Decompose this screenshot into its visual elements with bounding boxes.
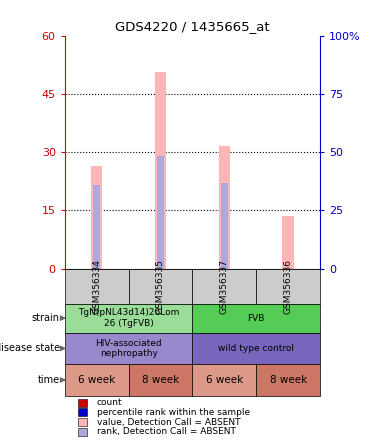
Bar xyxy=(78,428,87,436)
Bar xyxy=(221,183,228,269)
Text: HIV-associated
nephropathy: HIV-associated nephropathy xyxy=(95,339,162,358)
Text: time: time xyxy=(37,375,60,385)
Bar xyxy=(282,216,294,269)
Bar xyxy=(192,364,256,396)
Text: percentile rank within the sample: percentile rank within the sample xyxy=(97,408,250,417)
Bar xyxy=(65,269,129,304)
Bar xyxy=(256,269,320,304)
Bar xyxy=(65,333,192,364)
Text: GSM356334: GSM356334 xyxy=(92,259,101,313)
Bar xyxy=(219,146,230,269)
Bar xyxy=(78,418,87,426)
Text: 8 week: 8 week xyxy=(142,375,179,385)
Bar xyxy=(91,166,102,269)
Text: GSM356336: GSM356336 xyxy=(284,259,293,313)
Text: GSM356335: GSM356335 xyxy=(156,259,165,313)
Text: value, Detection Call = ABSENT: value, Detection Call = ABSENT xyxy=(97,417,240,427)
Bar xyxy=(129,269,192,304)
Text: GSM356337: GSM356337 xyxy=(220,259,229,313)
Bar xyxy=(78,399,87,407)
Text: rank, Detection Call = ABSENT: rank, Detection Call = ABSENT xyxy=(97,427,236,436)
Bar xyxy=(192,333,320,364)
Bar xyxy=(256,364,320,396)
Text: 8 week: 8 week xyxy=(269,375,307,385)
Text: TgN(pNL43d14)26Lom
26 (TgFVB): TgN(pNL43d14)26Lom 26 (TgFVB) xyxy=(78,309,179,328)
Text: 6 week: 6 week xyxy=(206,375,243,385)
Text: count: count xyxy=(97,398,122,407)
Bar xyxy=(94,185,100,269)
Text: disease state: disease state xyxy=(0,343,60,353)
Bar xyxy=(129,364,192,396)
Text: wild type control: wild type control xyxy=(218,344,294,353)
Bar xyxy=(78,408,87,416)
Text: FVB: FVB xyxy=(248,313,265,323)
Bar xyxy=(192,269,256,304)
Bar xyxy=(192,304,320,333)
Bar xyxy=(65,364,129,396)
Bar xyxy=(155,72,166,269)
Bar xyxy=(65,304,192,333)
Text: strain: strain xyxy=(32,313,60,323)
Bar xyxy=(157,156,164,269)
Title: GDS4220 / 1435665_at: GDS4220 / 1435665_at xyxy=(115,20,270,33)
Text: 6 week: 6 week xyxy=(78,375,115,385)
